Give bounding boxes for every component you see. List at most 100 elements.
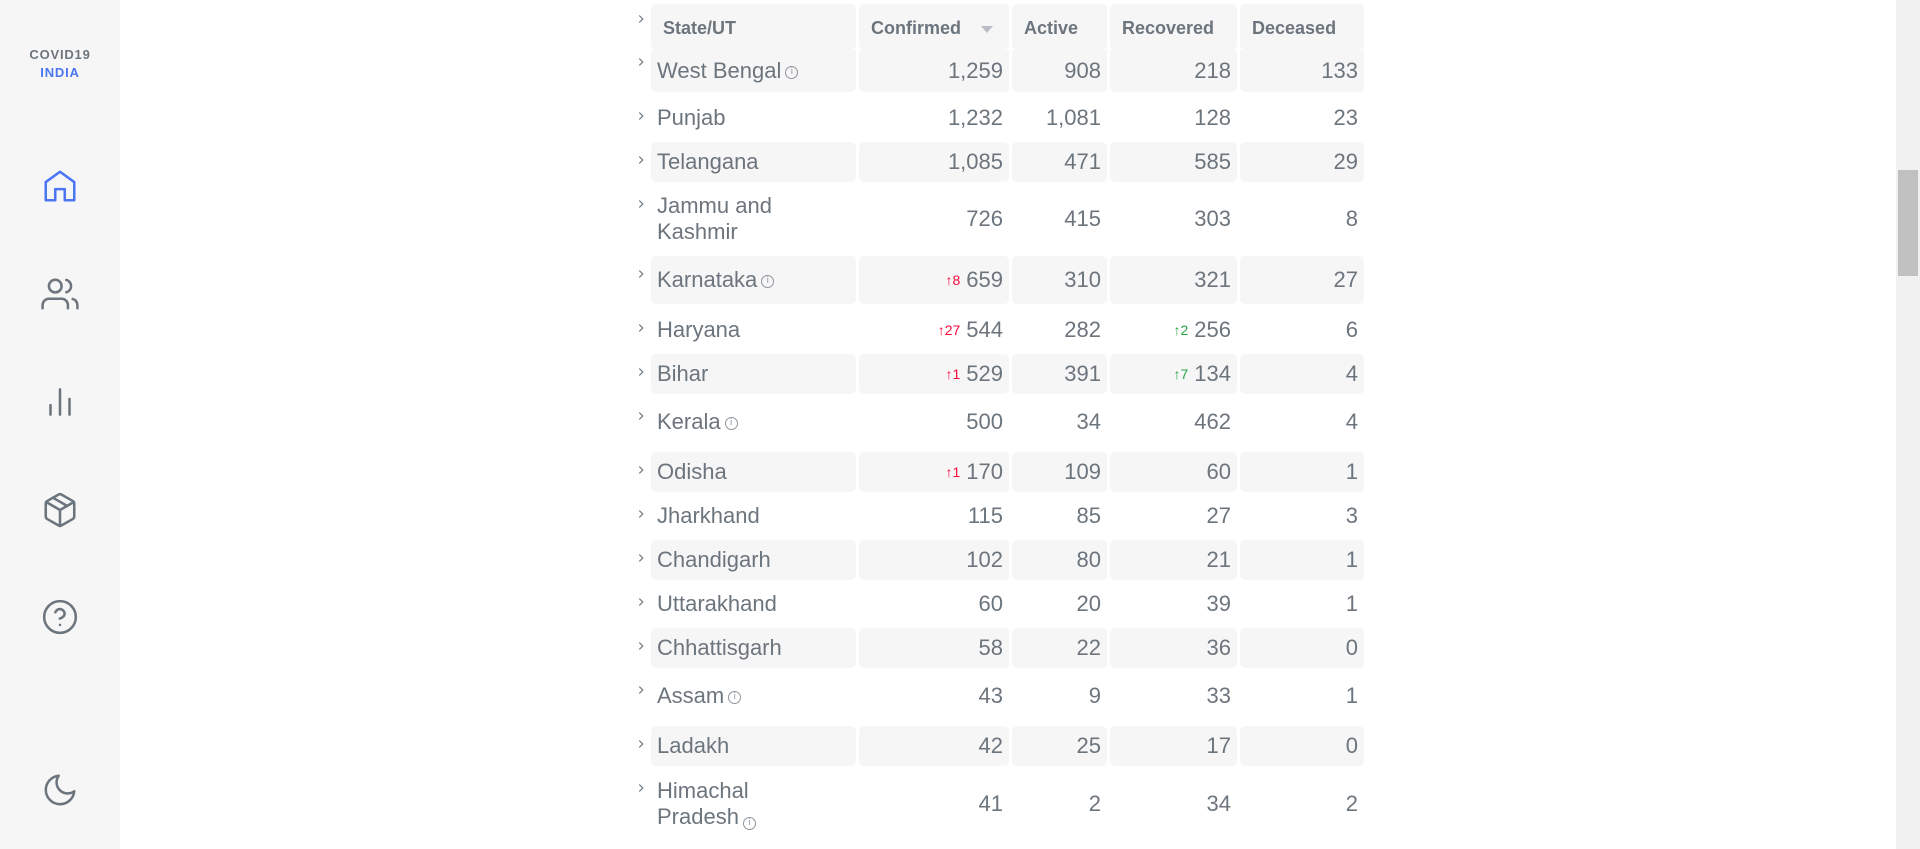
row-expand-toggle[interactable] bbox=[632, 407, 650, 425]
table-row[interactable]: Jammu and Kashmir 726 415 303 8 bbox=[624, 186, 1364, 252]
cell-active: 391 bbox=[1012, 354, 1107, 394]
table-row[interactable]: Chandigarh 102 80 21 1 bbox=[624, 540, 1364, 580]
cell-deceased: 0 bbox=[1240, 726, 1364, 766]
table-row[interactable]: Odisha ↑1 170 109 60 1 bbox=[624, 452, 1364, 492]
table-row[interactable]: Himachal Pradesh i 41 2 34 2 bbox=[624, 770, 1364, 838]
nav-home[interactable] bbox=[36, 162, 84, 210]
nav-people[interactable] bbox=[36, 270, 84, 318]
cell-state: Kerala i bbox=[651, 398, 856, 446]
cell-deceased: 1 bbox=[1240, 452, 1364, 492]
cell-deceased: 8 bbox=[1345, 206, 1358, 231]
cell-active: 109 bbox=[1012, 452, 1107, 492]
chevron-right-icon bbox=[638, 412, 644, 420]
cell-confirmed: 1,085 bbox=[859, 142, 1009, 182]
row-expand-toggle[interactable] bbox=[632, 151, 650, 169]
cell-deceased: 27 bbox=[1240, 256, 1364, 304]
row-expand-toggle[interactable] bbox=[632, 779, 650, 797]
cell-confirmed: 60 bbox=[978, 591, 1003, 616]
chevron-right-icon bbox=[638, 324, 644, 332]
nav-charts[interactable] bbox=[36, 378, 84, 426]
dark-mode-toggle[interactable] bbox=[36, 766, 84, 814]
cell-state: Haryana bbox=[657, 317, 741, 342]
table-row[interactable]: Chhattisgarh 58 22 36 0 bbox=[624, 628, 1364, 668]
cell-confirmed: 43 bbox=[978, 683, 1003, 708]
header-active[interactable]: Active bbox=[1012, 4, 1107, 50]
table-row[interactable]: Haryana ↑27 544 282 ↑2 256 6 bbox=[624, 310, 1364, 350]
chevron-right-icon bbox=[638, 686, 644, 694]
cell-recovered: 34 bbox=[1206, 791, 1231, 816]
info-icon[interactable]: i bbox=[761, 274, 775, 288]
table-row[interactable]: Ladakh 42 25 17 0 bbox=[624, 726, 1364, 766]
cell-state: Assam i bbox=[651, 672, 856, 720]
cell-deceased: 133 bbox=[1240, 50, 1364, 92]
cell-deceased: 29 bbox=[1240, 142, 1364, 182]
cell-deceased: 4 bbox=[1240, 354, 1364, 394]
page-scrollbar[interactable] bbox=[1896, 0, 1920, 849]
row-expand-toggle[interactable] bbox=[632, 363, 650, 381]
row-expand-toggle[interactable] bbox=[632, 681, 650, 699]
info-icon[interactable]: i bbox=[785, 65, 799, 79]
cell-active: 471 bbox=[1012, 142, 1107, 182]
table-row[interactable]: Jharkhand 115 85 27 3 bbox=[624, 496, 1364, 536]
table-row[interactable]: Assam i 43 9 33 1 bbox=[624, 672, 1364, 720]
cell-active: 25 bbox=[1012, 726, 1107, 766]
cell-confirmed: 102 bbox=[859, 540, 1009, 580]
table-row[interactable]: Bihar ↑1 529 391 ↑7 134 4 bbox=[624, 354, 1364, 394]
cell-active: 1,081 bbox=[1045, 105, 1101, 130]
cell-recovered: 218 bbox=[1110, 50, 1237, 92]
expand-all-toggle[interactable] bbox=[632, 10, 650, 28]
row-expand-toggle[interactable] bbox=[632, 549, 650, 567]
header-recovered[interactable]: Recovered bbox=[1110, 4, 1237, 50]
table-header: State/UT Confirmed Active Recovered Dece… bbox=[624, 4, 1364, 50]
table-row[interactable]: Punjab 1,232 1,081 128 23 bbox=[624, 98, 1364, 138]
info-icon[interactable]: i bbox=[724, 416, 738, 430]
table-row[interactable]: West Bengal i 1,259 908 218 133 bbox=[624, 50, 1364, 92]
cell-state: Chandigarh bbox=[651, 540, 856, 580]
table-row[interactable]: Telangana 1,085 471 585 29 bbox=[624, 142, 1364, 182]
cell-state: Jammu and Kashmir bbox=[657, 193, 772, 244]
row-expand-toggle[interactable] bbox=[632, 107, 650, 125]
info-icon[interactable]: i bbox=[728, 690, 742, 704]
cell-state: Chhattisgarh bbox=[651, 628, 856, 668]
cell-recovered: ↑7 134 bbox=[1110, 354, 1237, 394]
chevron-right-icon bbox=[638, 740, 644, 748]
table-row[interactable]: Uttarakhand 60 20 39 1 bbox=[624, 584, 1364, 624]
nav-help[interactable] bbox=[36, 593, 84, 641]
row-expand-toggle[interactable] bbox=[632, 195, 650, 213]
nav-resources[interactable] bbox=[36, 486, 84, 534]
cell-confirmed: 115 bbox=[967, 503, 1003, 528]
chevron-right-icon bbox=[638, 510, 644, 518]
chevron-right-icon bbox=[638, 200, 644, 208]
table-row[interactable]: Kerala i 500 34 462 4 bbox=[624, 398, 1364, 446]
row-expand-toggle[interactable] bbox=[632, 637, 650, 655]
cell-confirmed: ↑8 659 bbox=[859, 256, 1009, 304]
cell-active: 22 bbox=[1012, 628, 1107, 668]
cell-recovered: 60 bbox=[1110, 452, 1237, 492]
cell-state: Uttarakhand bbox=[657, 591, 777, 616]
scrollbar-thumb[interactable] bbox=[1898, 170, 1918, 276]
cell-recovered: 27 bbox=[1206, 503, 1231, 528]
cell-active: 9 bbox=[1088, 683, 1101, 708]
header-state[interactable]: State/UT bbox=[651, 4, 856, 50]
row-expand-toggle[interactable] bbox=[632, 735, 650, 753]
row-expand-toggle[interactable] bbox=[632, 53, 650, 71]
row-expand-toggle[interactable] bbox=[632, 461, 650, 479]
app-logo[interactable]: COVID19 INDIA bbox=[29, 47, 91, 80]
cell-recovered: 36 bbox=[1110, 628, 1237, 668]
chevron-right-icon bbox=[638, 58, 644, 66]
cell-state: Himachal Pradesh i bbox=[651, 770, 856, 838]
cell-confirmed: 58 bbox=[859, 628, 1009, 668]
info-icon[interactable]: i bbox=[742, 817, 756, 830]
cell-active: 2 bbox=[1088, 791, 1101, 816]
row-expand-toggle[interactable] bbox=[632, 505, 650, 523]
row-expand-toggle[interactable] bbox=[632, 319, 650, 337]
chevron-right-icon bbox=[638, 15, 644, 23]
row-expand-toggle[interactable] bbox=[632, 265, 650, 283]
header-confirmed[interactable]: Confirmed bbox=[859, 4, 1009, 50]
cell-recovered: 128 bbox=[1194, 105, 1231, 130]
table-row[interactable]: Karnataka i ↑8 659 310 321 27 bbox=[624, 256, 1364, 304]
header-deceased[interactable]: Deceased bbox=[1240, 4, 1364, 50]
cell-state: Ladakh bbox=[651, 726, 856, 766]
cell-recovered: 33 bbox=[1206, 683, 1231, 708]
row-expand-toggle[interactable] bbox=[632, 593, 650, 611]
